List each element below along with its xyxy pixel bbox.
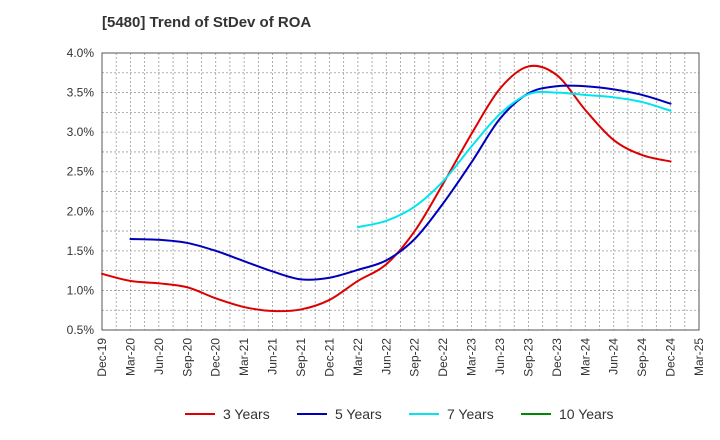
series-line-7-years xyxy=(356,90,672,229)
y-tick-label: 4.0% xyxy=(67,46,95,60)
x-tick-label: Sep-24 xyxy=(635,338,649,377)
x-tick-label: Jun-20 xyxy=(152,338,166,375)
x-tick-label: Mar-20 xyxy=(123,338,137,376)
x-tick-label: Mar-23 xyxy=(465,338,479,376)
y-tick-label: 2.0% xyxy=(67,204,95,218)
y-tick-label: 2.5% xyxy=(67,165,95,179)
x-tick-label: Dec-22 xyxy=(436,338,450,377)
legend-label: 3 Years xyxy=(223,406,270,422)
y-tick-label: 0.5% xyxy=(67,323,95,337)
plot-frame xyxy=(101,52,700,331)
x-tick-label: Jun-23 xyxy=(493,338,507,375)
x-tick-label: Sep-22 xyxy=(408,338,422,377)
x-tick-label: Dec-21 xyxy=(322,338,336,377)
x-tick-label: Mar-24 xyxy=(578,338,592,376)
legend-label: 7 Years xyxy=(447,406,494,422)
x-tick-label: Mar-22 xyxy=(351,338,365,376)
series-line-5-years xyxy=(129,84,672,281)
x-tick-label: Dec-20 xyxy=(209,338,223,377)
series-line-3-years xyxy=(101,64,672,313)
legend-label: 5 Years xyxy=(335,406,382,422)
legend-label: 10 Years xyxy=(559,406,614,422)
x-tick-label: Dec-24 xyxy=(664,338,678,377)
x-tick-label: Dec-23 xyxy=(550,338,564,377)
chart-title: [5480] Trend of StDev of ROA xyxy=(102,14,312,31)
y-tick-label: 3.5% xyxy=(67,86,95,100)
x-tick-label: Sep-21 xyxy=(294,338,308,377)
y-tick-label: 3.0% xyxy=(67,125,95,139)
x-tick-label: Mar-21 xyxy=(237,338,251,376)
x-tick-label: Jun-22 xyxy=(379,338,393,375)
y-tick-label: 1.0% xyxy=(67,283,95,297)
x-tick-label: Jun-21 xyxy=(266,338,280,375)
x-tick-label: Dec-19 xyxy=(95,338,109,377)
x-tick-label: Mar-25 xyxy=(692,338,706,376)
x-tick-label: Sep-23 xyxy=(521,338,535,377)
y-tick-label: 1.5% xyxy=(67,244,95,258)
x-tick-label: Sep-20 xyxy=(180,338,194,377)
x-tick-label: Jun-24 xyxy=(607,338,621,375)
